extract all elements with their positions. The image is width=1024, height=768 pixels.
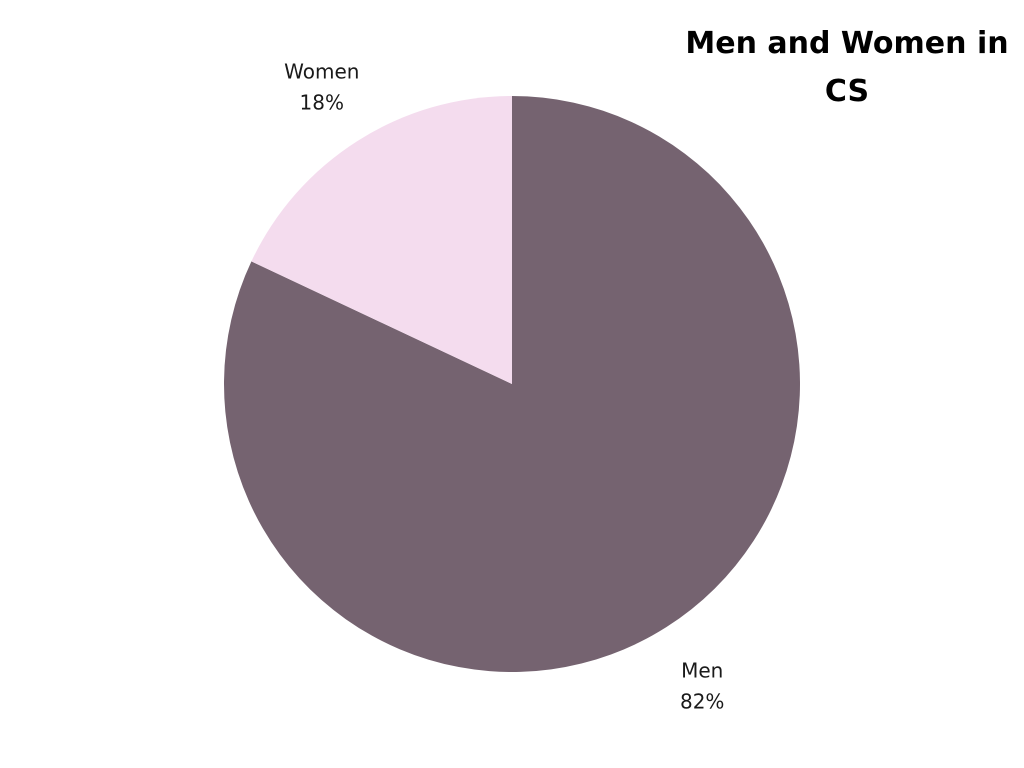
slice-label-women: Women [284, 59, 359, 83]
chart-title: Men and Women in CS [685, 26, 1009, 109]
pie-slices [224, 95, 801, 672]
slice-value-women: 18% [300, 90, 344, 114]
pie-labels: Men 82% Women 18% [284, 59, 724, 713]
slice-label-men: Men [681, 659, 723, 683]
slice-value-men: 82% [680, 690, 724, 714]
pie-slice-women [251, 95, 513, 384]
